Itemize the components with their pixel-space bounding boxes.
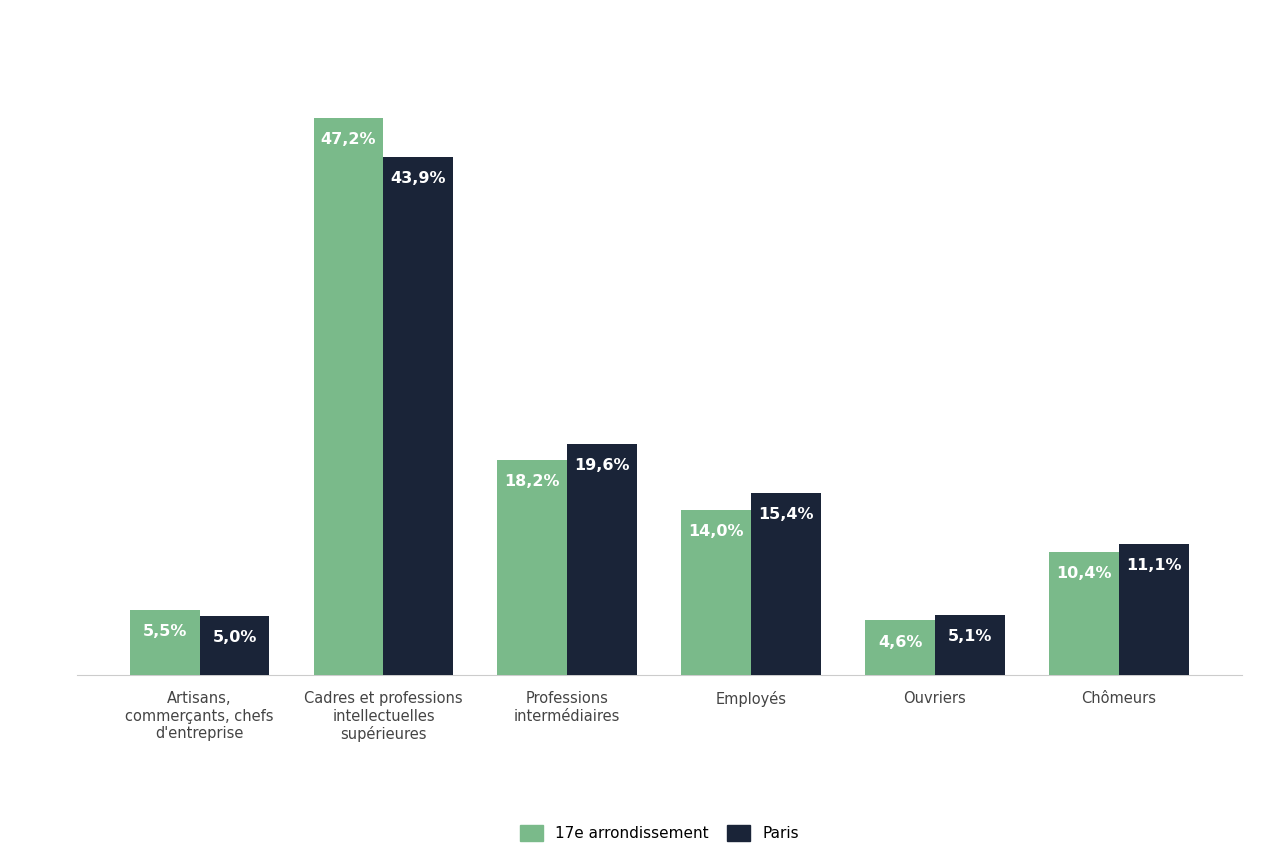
- Bar: [498, 460, 567, 675]
- Text: 5,0%: 5,0%: [212, 630, 257, 645]
- Bar: [681, 509, 751, 675]
- Bar: [1048, 552, 1119, 675]
- Bar: [751, 493, 820, 675]
- Text: 11,1%: 11,1%: [1126, 558, 1181, 573]
- Text: 4,6%: 4,6%: [878, 635, 922, 650]
- Bar: [200, 616, 270, 675]
- Text: 47,2%: 47,2%: [321, 132, 376, 147]
- Bar: [1119, 544, 1189, 675]
- Bar: [384, 157, 453, 675]
- Text: 19,6%: 19,6%: [575, 458, 630, 472]
- Legend: 17e arrondissement, Paris: 17e arrondissement, Paris: [512, 817, 806, 849]
- Text: 15,4%: 15,4%: [758, 507, 814, 522]
- Text: 5,1%: 5,1%: [947, 629, 992, 644]
- Text: 43,9%: 43,9%: [390, 171, 447, 186]
- Text: 10,4%: 10,4%: [1056, 567, 1111, 581]
- Text: 5,5%: 5,5%: [142, 624, 187, 639]
- Bar: [129, 610, 200, 675]
- Bar: [934, 614, 1005, 675]
- Text: 18,2%: 18,2%: [504, 474, 561, 490]
- Bar: [567, 444, 637, 675]
- Bar: [314, 118, 384, 675]
- Bar: [865, 620, 934, 675]
- Text: 14,0%: 14,0%: [689, 523, 744, 539]
